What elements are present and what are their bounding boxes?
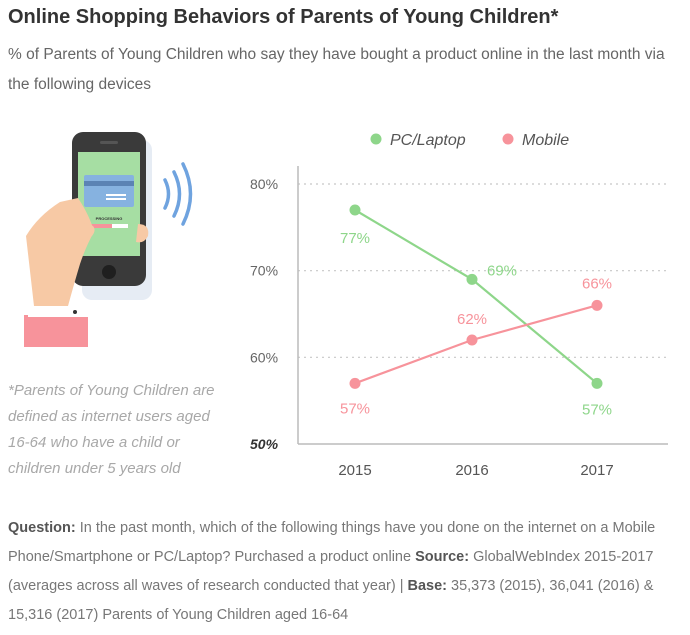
data-label-pc-laptop: 69% xyxy=(487,262,517,279)
x-tick-label: 2017 xyxy=(580,462,613,479)
footer-notes: Question: In the past month, which of th… xyxy=(8,514,684,630)
legend-marker-pc-laptop xyxy=(370,133,382,145)
data-point-mobile xyxy=(591,299,603,311)
sleeve-shape xyxy=(24,315,88,347)
card-stripe-shape xyxy=(84,181,134,186)
phone-home-button-shape xyxy=(102,265,116,279)
card-line-shape xyxy=(106,198,126,200)
data-label-mobile: 62% xyxy=(457,311,487,328)
legend-marker-mobile xyxy=(502,133,514,145)
fingers-shape xyxy=(136,224,149,243)
x-axis: 2015 2016 2017 xyxy=(298,443,668,479)
card-line-shape xyxy=(106,194,126,196)
y-tick-label: 60% xyxy=(250,349,278,365)
data-label-mobile: 57% xyxy=(340,400,370,417)
x-tick-label: 2016 xyxy=(455,462,488,479)
cuff-shape xyxy=(28,311,90,317)
base-text: 35,373 (2015), 36,041 (2016) & 15,316 (2… xyxy=(8,578,654,623)
chart-subtitle: % of Parents of Young Children who say t… xyxy=(8,46,665,93)
legend-label-pc-laptop: PC/Laptop xyxy=(390,132,466,149)
data-label-pc-laptop: 57% xyxy=(582,401,612,418)
y-axis: 50% 60% 70% 80% xyxy=(250,166,299,452)
signal-wave-shape xyxy=(181,162,193,226)
base-label: Base: xyxy=(407,578,448,594)
data-label-mobile: 66% xyxy=(582,275,612,292)
thumb-shape xyxy=(64,223,95,244)
y-tick-label: 50% xyxy=(250,436,279,452)
data-point-pc-laptop xyxy=(349,204,361,216)
question-label: Question: xyxy=(8,520,76,536)
progress-fill-shape xyxy=(90,224,112,228)
data-point-pc-laptop xyxy=(466,273,478,285)
signal-wave-shape xyxy=(163,178,171,210)
hand-holding-phone-illustration: PROCESSING xyxy=(24,132,193,347)
legend: PC/Laptop Mobile xyxy=(370,132,569,149)
gridlines xyxy=(298,183,668,358)
cuff-button-shape xyxy=(73,310,77,314)
data-point-mobile xyxy=(466,334,478,346)
x-tick-label: 2015 xyxy=(338,462,371,479)
data-point-mobile xyxy=(349,377,361,389)
y-tick-label: 70% xyxy=(250,263,278,279)
source-label: Source: xyxy=(415,549,470,565)
footnote: *Parents of Young Children are defined a… xyxy=(8,382,215,477)
chart-title: Online Shopping Behaviors of Parents of … xyxy=(8,6,559,28)
question-text: In the past month, which of the followin… xyxy=(8,520,656,565)
series-line-pc-laptop xyxy=(354,209,598,385)
data-label-pc-laptop: 77% xyxy=(340,230,370,247)
source-text: GlobalWebIndex 2015-2017 (averages acros… xyxy=(8,549,654,594)
phone-speaker-shape xyxy=(100,141,118,144)
y-tick-label: 80% xyxy=(250,176,278,192)
line-chart: PC/Laptop Mobile 50%60%70%80% 2015 2016 201… xyxy=(250,132,668,479)
card-shape xyxy=(84,175,134,207)
series-lines: 77% 69% 57% 57% 62% 66% xyxy=(340,204,612,418)
processing-text: PROCESSING xyxy=(96,216,123,221)
legend-label-mobile: Mobile xyxy=(522,132,569,149)
signal-wave-shape xyxy=(172,170,182,218)
data-point-pc-laptop xyxy=(591,377,603,389)
